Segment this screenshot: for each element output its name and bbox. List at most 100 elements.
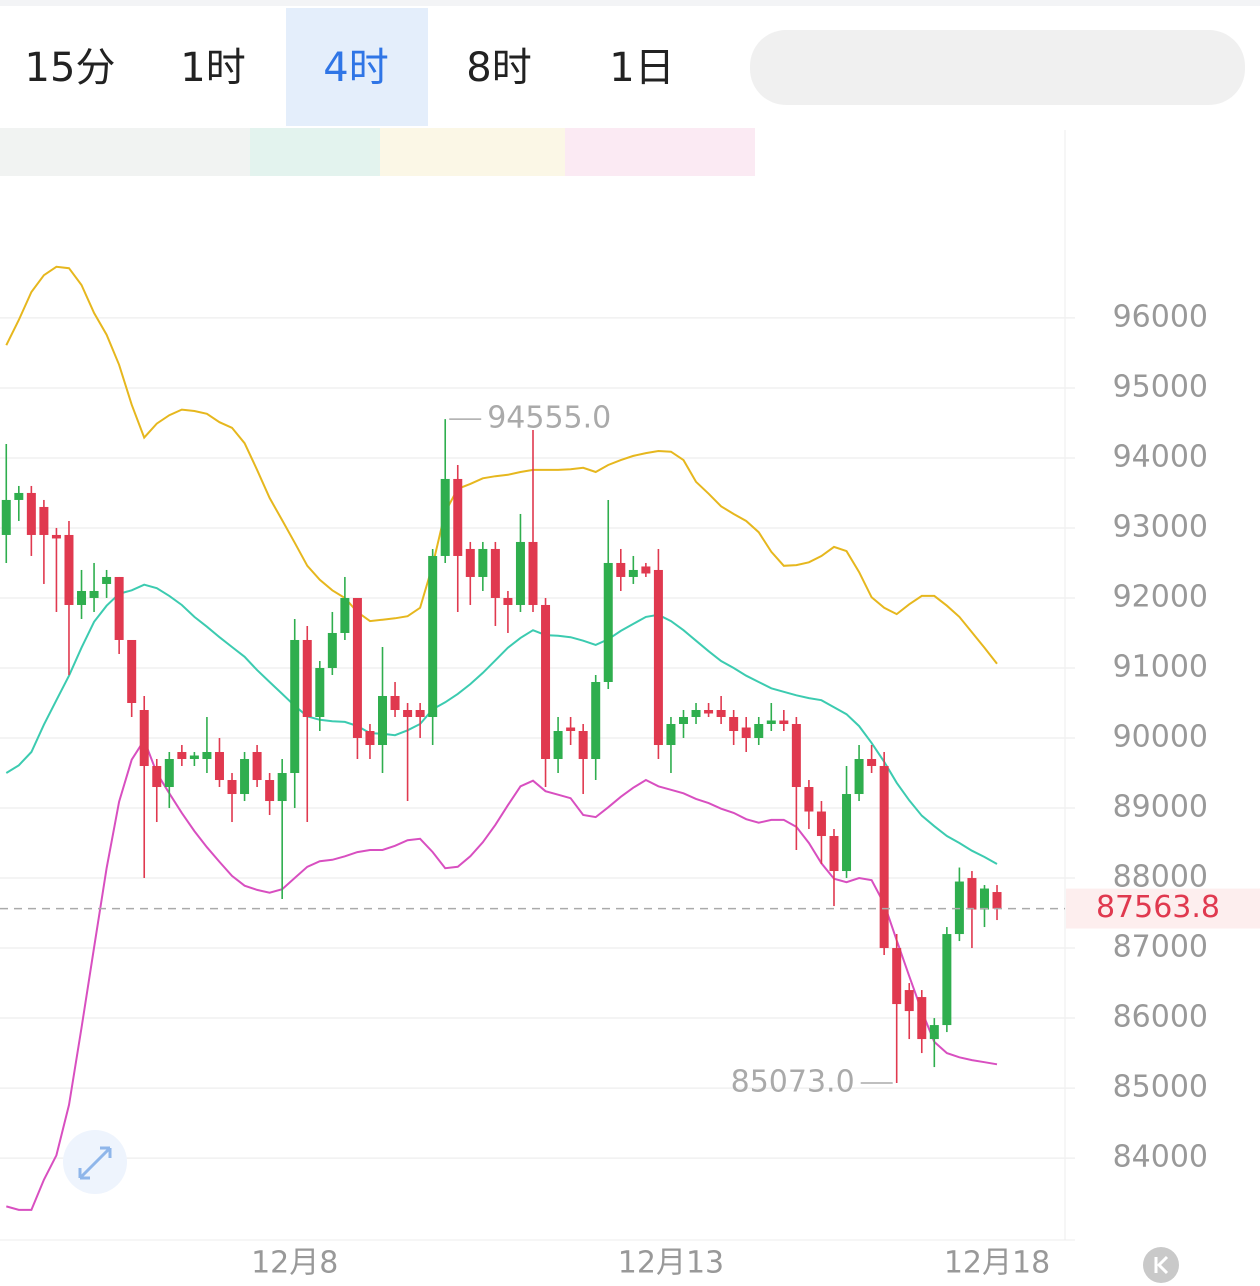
- candle-body: [678, 717, 688, 725]
- candle-body: [403, 710, 413, 718]
- expand-icon: [78, 1146, 112, 1180]
- band-line: [5, 583, 998, 865]
- candle-body: [741, 727, 751, 739]
- candle-body: [202, 752, 212, 760]
- candle-body: [152, 766, 162, 788]
- candle-body: [378, 695, 388, 746]
- candle-body: [515, 541, 525, 605]
- y-tick-label: 84000: [1113, 1140, 1208, 1175]
- candle-body: [503, 597, 513, 605]
- candle-body: [704, 710, 714, 714]
- blur: [380, 128, 565, 176]
- candle-body: [653, 569, 663, 746]
- candle-body: [1, 499, 11, 535]
- x-tick-label: 12月18: [944, 1246, 1050, 1281]
- candle-body: [754, 724, 764, 739]
- blurred-area: [0, 30, 1245, 176]
- candle-body: [578, 731, 588, 760]
- blur: [565, 128, 755, 176]
- candle-body: [39, 506, 49, 535]
- candle-body: [842, 794, 852, 872]
- candle-body: [64, 534, 74, 605]
- candle-body: [428, 555, 438, 718]
- candle-body: [553, 731, 563, 760]
- extreme-label: 85073.0: [731, 1064, 855, 1099]
- candle-body: [453, 478, 463, 556]
- candle-body: [816, 811, 826, 837]
- candle-body: [352, 597, 362, 739]
- extreme-label: 94555.0: [487, 401, 611, 436]
- y-tick-label: 96000: [1113, 299, 1208, 334]
- candle-body: [766, 720, 776, 725]
- candle-body: [528, 541, 538, 605]
- price-tag: 87563.8: [1096, 890, 1220, 925]
- active-tab-bg: [286, 8, 428, 126]
- y-tick-label: 85000: [1113, 1070, 1208, 1105]
- candle-body: [490, 548, 500, 598]
- candle-body: [804, 787, 814, 812]
- candle-body: [829, 836, 839, 872]
- candle-body: [879, 766, 889, 949]
- candle-body: [390, 695, 400, 710]
- blur: [750, 30, 1245, 105]
- candle-body: [628, 569, 638, 577]
- candle-body: [177, 752, 187, 760]
- candle-body: [227, 780, 237, 795]
- candle-body: [716, 710, 726, 718]
- tab[interactable]: 8时: [466, 45, 531, 91]
- candle-body: [340, 597, 350, 633]
- x-tick-label: 12月13: [618, 1246, 724, 1281]
- candle-body: [616, 562, 626, 577]
- band-line: [6, 737, 998, 1211]
- candle-body: [791, 724, 801, 788]
- candle-body: [779, 720, 789, 725]
- candle-body: [917, 997, 927, 1040]
- candle-body: [541, 604, 551, 760]
- y-tick-label: 91000: [1113, 649, 1208, 684]
- y-tick-label: 89000: [1113, 790, 1208, 825]
- scroll-end-icon: [1154, 1255, 1169, 1275]
- y-tick-label: 92000: [1113, 579, 1208, 614]
- candle-body: [478, 548, 488, 577]
- scroll-end-button[interactable]: [1143, 1247, 1179, 1283]
- candle-body: [892, 948, 902, 1005]
- y-tick-label: 87000: [1113, 930, 1208, 965]
- candle-body: [277, 773, 287, 802]
- y-tick-label: 90000: [1113, 720, 1208, 755]
- candle-body: [102, 576, 112, 584]
- candle-body: [290, 639, 300, 774]
- candle-body: [666, 724, 676, 746]
- candle-body: [415, 710, 425, 718]
- tab[interactable]: 1时: [180, 45, 245, 91]
- candle-body: [164, 759, 174, 788]
- candle-body: [265, 780, 275, 802]
- expand-button[interactable]: [63, 1130, 127, 1194]
- candle-body: [566, 727, 576, 732]
- candle-body: [691, 710, 701, 718]
- tab[interactable]: 1日: [609, 45, 674, 91]
- candle-body: [929, 1025, 939, 1040]
- candle-body: [214, 752, 224, 781]
- y-tick-label: 93000: [1113, 509, 1208, 544]
- candle-body: [591, 681, 601, 760]
- tab[interactable]: 4时: [323, 45, 388, 91]
- price-tag-bg: [1066, 888, 1260, 929]
- blur: [250, 128, 380, 176]
- candle-body: [14, 492, 24, 500]
- candle-body: [967, 878, 977, 910]
- candle-body: [440, 478, 450, 556]
- plot-area: 8400085000860008700088000890009000091000…: [0, 265, 1260, 1281]
- top-strip: [0, 0, 1260, 6]
- candle-body: [465, 548, 475, 577]
- tab[interactable]: 15分: [25, 45, 116, 91]
- candle-body: [641, 566, 651, 574]
- y-tick-label: 95000: [1113, 369, 1208, 404]
- candle-body: [189, 755, 199, 760]
- candle-body: [729, 717, 739, 732]
- candle-body: [867, 759, 877, 767]
- candle-body: [252, 752, 262, 781]
- tab-bar: 15分 1时 4时 8时 1日: [25, 8, 675, 126]
- candle-body: [854, 759, 864, 795]
- candle-body: [603, 562, 613, 682]
